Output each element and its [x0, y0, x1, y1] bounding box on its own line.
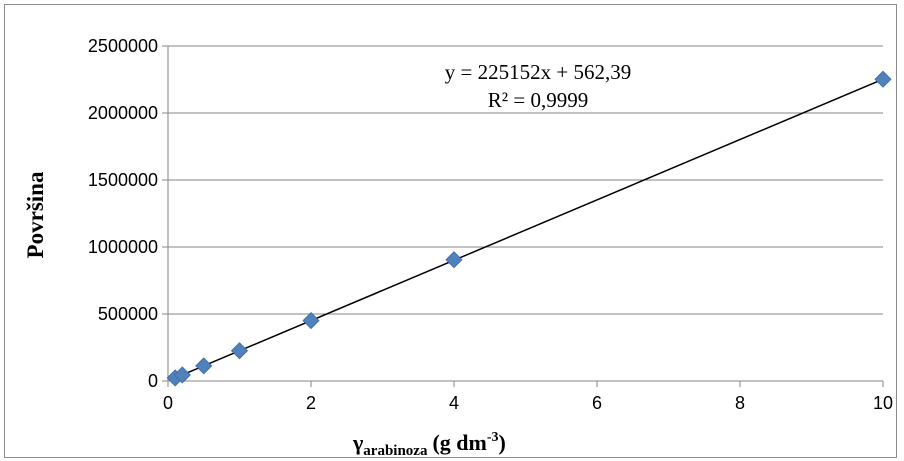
y-tick-label-0: 0: [148, 371, 158, 391]
y-tick-label-5: 2500000: [88, 36, 158, 56]
axes: [167, 46, 883, 382]
y-tick-label-1: 500000: [98, 304, 158, 324]
x-tick-label-1: 2: [306, 393, 316, 413]
data-point-2: [195, 357, 213, 375]
y-axis-title: Površina: [23, 171, 48, 258]
x-axis-title-close: ): [499, 430, 506, 455]
data-point-6: [874, 70, 892, 88]
data-point-5: [445, 251, 463, 269]
x-tick-label-2: 4: [449, 393, 459, 413]
y-tick-label-4: 2000000: [88, 103, 158, 123]
data-point-4: [302, 312, 320, 330]
trendline-equation: y = 225152x + 562,39: [445, 60, 631, 84]
trendline: [174, 78, 884, 379]
x-axis-title-superscript: -3: [487, 430, 499, 445]
data-points: [166, 70, 892, 387]
trendline-group: [174, 78, 884, 379]
x-tick-label-0: 0: [163, 393, 173, 413]
gridlines: [162, 45, 884, 387]
x-axis-title: γarabinoza (g dm-3): [352, 430, 506, 459]
x-axis-title-unit: (g dm: [432, 430, 486, 455]
data-point-1: [173, 366, 191, 384]
x-tick-label-3: 6: [592, 393, 602, 413]
tick-labels: 0 500000 1000000 1500000 2000000 2500000 0 2 4 6 8…: [88, 36, 893, 413]
x-tick-label-5: 10: [873, 393, 893, 413]
x-axis-title-symbol: γ: [352, 430, 363, 455]
r-squared-label: R² = 0,9999: [488, 88, 588, 112]
y-tick-label-2: 1000000: [88, 237, 158, 257]
data-point-3: [230, 342, 249, 360]
x-axis-title-subscript: arabinoza: [363, 443, 428, 459]
x-tick-label-4: 8: [735, 393, 745, 413]
y-tick-label-3: 1500000: [88, 170, 158, 190]
chart-frame: [4, 4, 897, 458]
